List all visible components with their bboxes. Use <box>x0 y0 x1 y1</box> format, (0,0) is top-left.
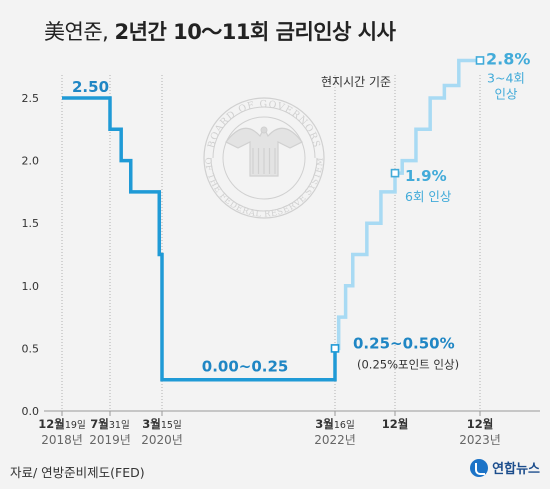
marker-2022-mar <box>330 344 340 353</box>
y-tick-label: 0.5 <box>22 342 40 355</box>
yonhap-logo-icon <box>470 458 489 477</box>
x-year-label: 2022년 <box>314 433 356 447</box>
x-tick-label: 7월31일 <box>90 417 129 431</box>
chart-title: 美연준, 2년간 10～11회 금리인상 시사 <box>44 16 396 46</box>
annotation-2023-dec-sub: 3~4회 <box>487 70 525 85</box>
yonhap-logo: 연합뉴스 <box>470 458 540 477</box>
seal-eagle <box>225 126 303 177</box>
y-tick-label: 2.5 <box>22 92 40 105</box>
seal-top-path <box>212 106 316 159</box>
y-tick-label: 0.0 <box>22 405 40 418</box>
x-year-label: 2018년 <box>41 433 83 447</box>
source-note: 자료/ 연방준비제도(FED) <box>10 465 145 480</box>
x-tick-label: 12월 <box>382 417 409 431</box>
marker-2023-dec <box>475 56 485 65</box>
series-actual-line <box>62 96 337 382</box>
x-tick-label: 3월15일 <box>142 417 181 431</box>
x-year-label: 2020년 <box>141 433 183 447</box>
y-tick-label: 1.0 <box>22 280 40 293</box>
y-tick-label: 2.0 <box>22 155 40 168</box>
title-prefix: 美연준, <box>44 20 109 44</box>
annotation-2022-mar-rate: 0.25~0.50% <box>353 334 455 352</box>
marker-2022-dec <box>390 168 400 178</box>
x-tick-label: 12월 <box>467 417 494 431</box>
title-main: 2년간 10～11회 금리인상 시사 <box>114 20 396 44</box>
seal-inner-ring <box>222 116 306 200</box>
seal-bottom-path <box>210 157 318 212</box>
annotation-zero-rate: 0.00~0.25 <box>202 358 289 376</box>
x-year-label: 2023년 <box>459 433 501 447</box>
y-tick-label: 1.5 <box>22 217 40 230</box>
yonhap-logo-text: 연합뉴스 <box>492 462 540 477</box>
x-tick-label: 12월19일 <box>38 417 85 431</box>
annotation-2022-mar-sub: (0.25%포인트 인상) <box>357 357 459 371</box>
x-year-label: 2019년 <box>89 433 131 447</box>
x-tick-label: 3월16일 <box>315 417 354 431</box>
annotation-2018-label: 2.50 <box>72 78 109 96</box>
annotation-2023-dec-rate: 2.8% <box>486 49 530 68</box>
series-projected-line <box>335 58 480 351</box>
annotation-2022-dec-rate: 1.9% <box>405 167 447 185</box>
annotation-2022-dec-sub: 6회 인상 <box>405 189 452 204</box>
seal-eagle-head <box>260 126 268 134</box>
seal-outer-ring <box>203 97 325 219</box>
annotation-2023-dec-sub2: 인상 <box>494 86 518 101</box>
timezone-note: 현지시간 기준 <box>321 75 391 89</box>
